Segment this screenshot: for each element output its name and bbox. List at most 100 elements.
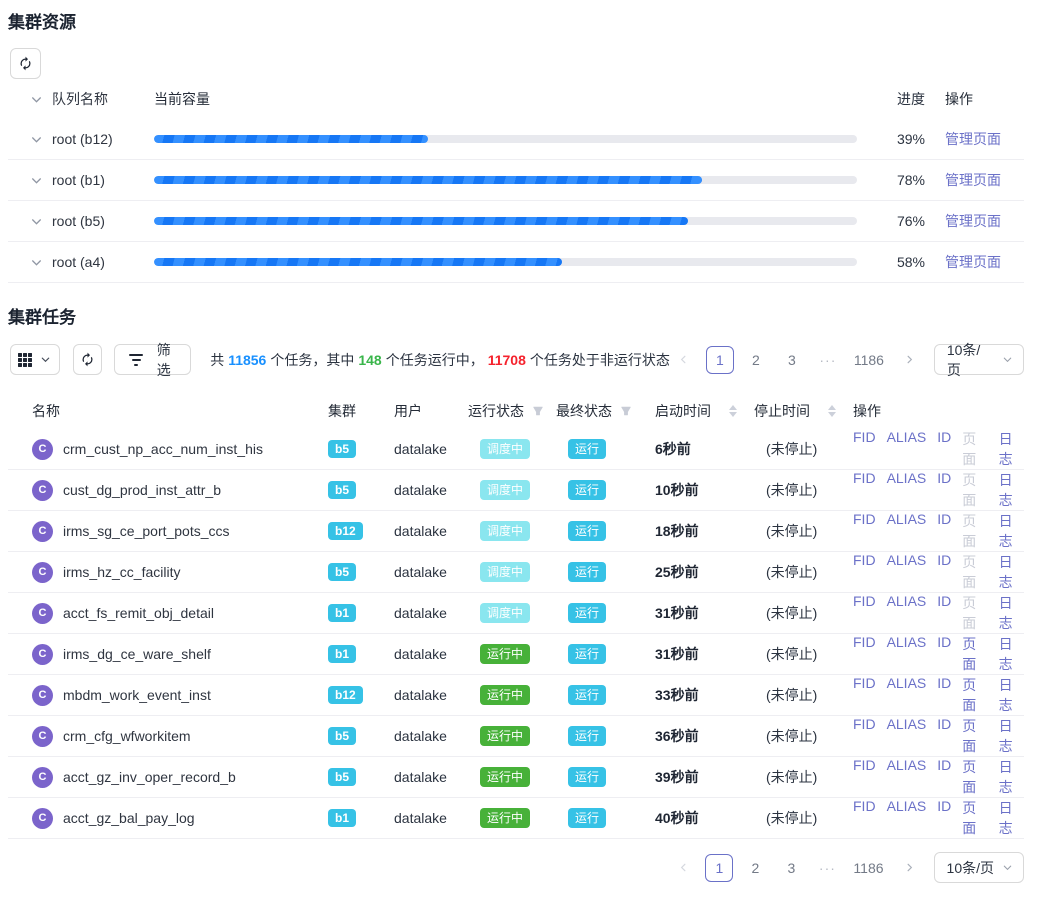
page-button-last[interactable]: 1186	[853, 859, 884, 876]
task-avatar: C	[32, 766, 53, 788]
page-link[interactable]: 页面	[962, 718, 977, 754]
page-link[interactable]: 页面	[962, 513, 977, 549]
task-avatar: C	[32, 684, 53, 706]
page-link[interactable]: 页面	[962, 636, 977, 672]
fid-link[interactable]: FID	[853, 716, 876, 732]
log-link[interactable]: 日志	[998, 759, 1013, 795]
next-page-button[interactable]	[896, 346, 924, 374]
chevron-down-icon[interactable]	[24, 256, 48, 269]
id-link[interactable]: ID	[937, 634, 952, 650]
funnel-icon[interactable]	[620, 405, 632, 417]
sorter-icon[interactable]	[828, 404, 836, 417]
page-size-select[interactable]: 10条/页	[933, 852, 1024, 883]
fid-link[interactable]: FID	[853, 757, 876, 773]
fid-link[interactable]: FID	[853, 675, 876, 691]
chevron-down-icon[interactable]	[24, 133, 48, 146]
log-link[interactable]: 日志	[998, 513, 1013, 549]
page-button-1[interactable]: 1	[705, 853, 734, 882]
page-button-3[interactable]: 3	[787, 351, 796, 368]
stop-time-column-header[interactable]: 停止时间	[754, 401, 853, 421]
page-link[interactable]: 页面	[962, 677, 977, 713]
filter-button[interactable]: 筛选	[114, 342, 192, 378]
alias-link[interactable]: ALIAS	[886, 798, 927, 814]
page-link[interactable]: 页面	[962, 472, 977, 508]
task-row: C irms_sg_ce_port_pots_ccs b12 datalake …	[8, 511, 1024, 552]
page-link[interactable]: 页面	[962, 759, 977, 795]
page-link[interactable]: 页面	[962, 800, 977, 836]
log-link[interactable]: 日志	[998, 595, 1013, 631]
alias-link[interactable]: ALIAS	[886, 552, 927, 568]
id-link[interactable]: ID	[937, 716, 952, 732]
fid-link[interactable]: FID	[853, 511, 876, 527]
page-button-2[interactable]: 2	[751, 351, 760, 368]
fid-link[interactable]: FID	[853, 552, 876, 568]
page-button-2[interactable]: 2	[751, 859, 760, 876]
sorter-icon[interactable]	[729, 404, 737, 417]
page-size-select[interactable]: 10条/页	[933, 342, 1024, 378]
fid-link[interactable]: FID	[853, 634, 876, 650]
chevron-down-icon[interactable]	[24, 215, 48, 228]
log-link[interactable]: 日志	[998, 554, 1013, 590]
page-button-1[interactable]: 1	[705, 345, 734, 374]
log-link[interactable]: 日志	[998, 472, 1013, 508]
alias-link[interactable]: ALIAS	[886, 716, 927, 732]
id-link[interactable]: ID	[937, 593, 952, 609]
log-link[interactable]: 日志	[998, 800, 1013, 836]
id-link[interactable]: ID	[937, 429, 952, 445]
id-link[interactable]: ID	[937, 552, 952, 568]
alias-link[interactable]: ALIAS	[886, 593, 927, 609]
fid-link[interactable]: FID	[853, 798, 876, 814]
log-link[interactable]: 日志	[998, 636, 1013, 672]
alias-link[interactable]: ALIAS	[886, 429, 927, 445]
id-link[interactable]: ID	[937, 675, 952, 691]
page-ellipsis[interactable]: ···	[818, 859, 836, 876]
fid-link[interactable]: FID	[853, 429, 876, 445]
funnel-icon[interactable]	[532, 405, 544, 417]
start-time-column-header[interactable]: 启动时间	[655, 401, 754, 421]
task-actions: FID ALIAS ID 页面 日志	[853, 593, 1024, 633]
stop-time: (未停止)	[766, 810, 818, 826]
start-time: 18秒前	[655, 523, 699, 539]
alias-link[interactable]: ALIAS	[886, 634, 927, 650]
page-ellipsis[interactable]: ···	[819, 351, 837, 368]
alias-link[interactable]: ALIAS	[886, 470, 927, 486]
id-link[interactable]: ID	[937, 470, 952, 486]
chevron-down-icon[interactable]	[24, 174, 48, 187]
layout-dropdown-button[interactable]	[10, 344, 60, 375]
page-link[interactable]: 页面	[962, 595, 977, 631]
run-status-badge: 调度中	[480, 521, 531, 541]
task-actions: FID ALIAS ID 页面 日志	[853, 798, 1024, 838]
next-page-button[interactable]	[896, 854, 924, 882]
task-name: crm_cfg_wfworkitem	[63, 728, 191, 744]
manage-page-link[interactable]: 管理页面	[945, 254, 1001, 270]
id-link[interactable]: ID	[937, 798, 952, 814]
start-time: 40秒前	[655, 810, 699, 826]
fid-link[interactable]: FID	[853, 593, 876, 609]
page-button-3[interactable]: 3	[787, 859, 796, 876]
fid-link[interactable]: FID	[853, 470, 876, 486]
page-link[interactable]: 页面	[962, 431, 977, 467]
run-status-column-header[interactable]: 运行状态	[468, 401, 556, 421]
id-link[interactable]: ID	[937, 757, 952, 773]
refresh-icon	[18, 56, 33, 71]
manage-page-link[interactable]: 管理页面	[945, 213, 1001, 229]
page-link[interactable]: 页面	[962, 554, 977, 590]
alias-link[interactable]: ALIAS	[886, 757, 927, 773]
page-button-last[interactable]: 1186	[853, 351, 884, 368]
log-link[interactable]: 日志	[998, 718, 1013, 754]
summary-text: 个任务运行中，	[385, 351, 484, 368]
manage-page-link[interactable]: 管理页面	[945, 172, 1001, 188]
task-avatar: C	[32, 438, 53, 460]
tasks-refresh-button[interactable]	[72, 344, 103, 375]
cluster-badge: b1	[328, 809, 357, 827]
log-link[interactable]: 日志	[998, 431, 1013, 467]
alias-link[interactable]: ALIAS	[886, 511, 927, 527]
alias-link[interactable]: ALIAS	[886, 675, 927, 691]
manage-page-link[interactable]: 管理页面	[945, 131, 1001, 147]
log-link[interactable]: 日志	[998, 677, 1013, 713]
chevron-down-icon[interactable]	[24, 93, 48, 106]
resources-refresh-button[interactable]	[10, 48, 41, 79]
id-link[interactable]: ID	[937, 511, 952, 527]
task-row: C crm_cust_np_acc_num_inst_his b5 datala…	[8, 429, 1024, 470]
final-status-column-header[interactable]: 最终状态	[556, 401, 655, 421]
